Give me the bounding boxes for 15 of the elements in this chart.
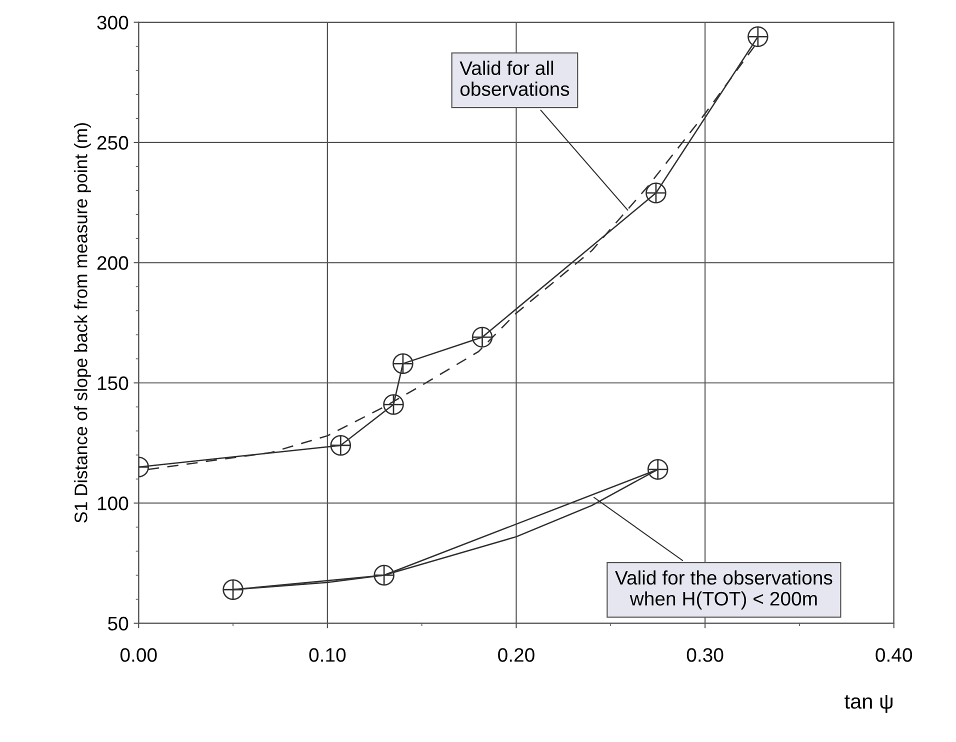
x-tick-label: 0.20 <box>498 648 534 662</box>
y-tick-label: 50 <box>108 616 128 631</box>
x-tick-label: 0.30 <box>686 648 724 662</box>
annotation: Valid for the observations when H(TOT) < 200m <box>615 570 832 610</box>
x-tick-label: 0.10 <box>309 648 346 662</box>
y-axis-title: S1 Distance of slope back from measure point (m) <box>74 123 91 523</box>
x-tick-label: 0.40 <box>876 648 912 662</box>
y-tick-label: 250 <box>97 136 128 150</box>
y-tick-label: 150 <box>98 376 128 390</box>
annotation: Valid for all observations <box>460 60 570 96</box>
y-tick-label: 300 <box>97 16 128 30</box>
x-axis-title: tan ψ <box>844 694 892 713</box>
x-tick-label: 0.00 <box>120 648 157 662</box>
y-tick-label: 200 <box>97 256 128 270</box>
y-tick-label: 100 <box>98 496 128 510</box>
